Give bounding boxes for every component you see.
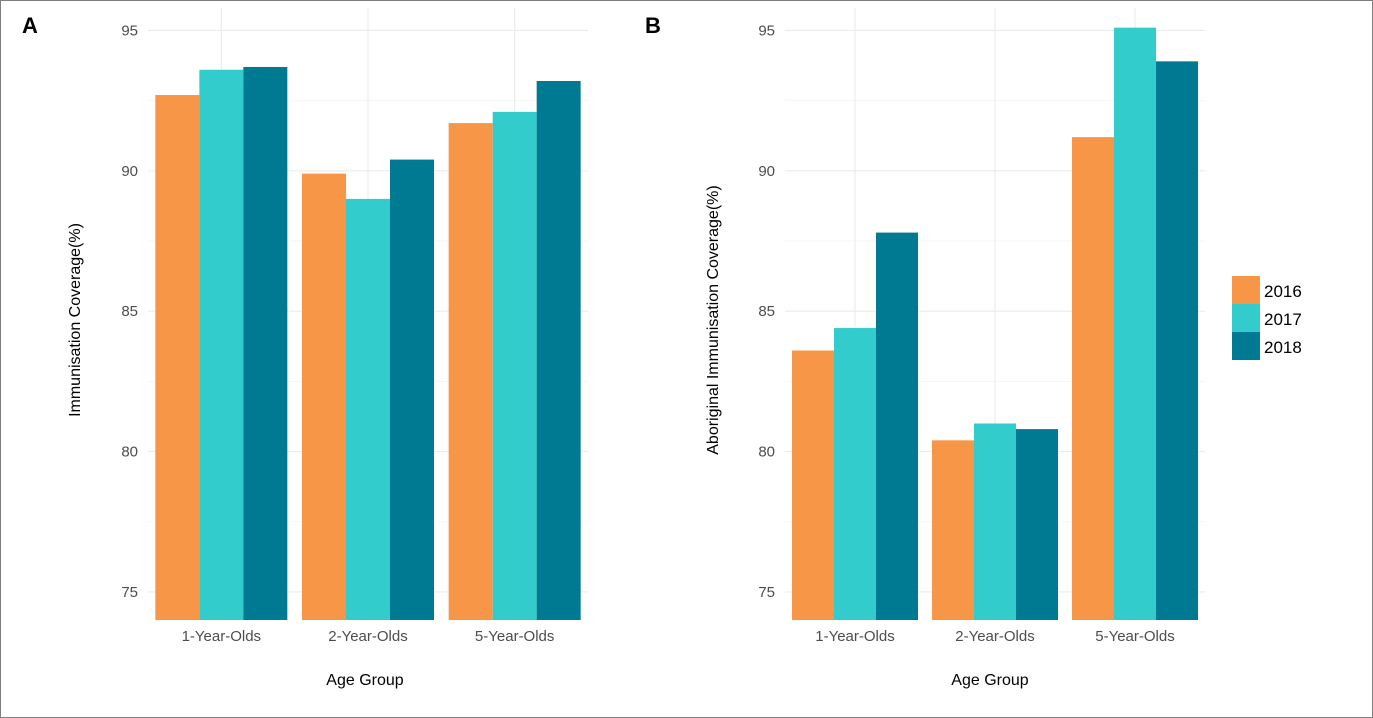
- x-tick-label: 5-Year-Olds: [475, 628, 554, 645]
- legend-swatch-2016: [1232, 276, 1260, 304]
- panel-label-a: A: [22, 13, 38, 38]
- bar-2016-5-year-olds: [1072, 137, 1114, 620]
- bar-2017-2-year-olds: [346, 198, 390, 620]
- bar-2017-5-year-olds: [492, 111, 537, 621]
- y-tick-label: 95: [121, 22, 138, 39]
- y-tick-label: 85: [121, 303, 138, 320]
- x-tick-label: 1-Year-Olds: [182, 628, 261, 645]
- panel-label-b: B: [645, 13, 661, 38]
- bar-2016-2-year-olds: [932, 440, 974, 620]
- panel-a: 75 80 85 90 95 1-Year-Olds 2-Year-Olds 5-Year-O…: [67, 8, 588, 689]
- x-tick-label: 2-Year-Olds: [955, 628, 1034, 645]
- legend: 2016 2017 2018: [1232, 276, 1302, 360]
- x-tick-label: 5-Year-Olds: [1095, 628, 1174, 645]
- y-tick-label: 80: [758, 444, 775, 461]
- x-tick-label: 1-Year-Olds: [815, 628, 894, 645]
- y-tick-label: 80: [121, 444, 138, 461]
- bar-2018-2-year-olds: [1016, 429, 1058, 620]
- y-tick-label: 85: [758, 303, 775, 320]
- bar-2017-2-year-olds: [974, 423, 1016, 620]
- bar-2016-5-year-olds: [448, 123, 493, 620]
- y-tick-label: 75: [121, 584, 138, 601]
- bar-2016-2-year-olds: [302, 173, 346, 620]
- bar-2018-5-year-olds: [536, 80, 581, 620]
- legend-swatch-2017: [1232, 304, 1260, 332]
- y-tick-label: 90: [758, 163, 775, 180]
- y-axis-title: Immunisation Coverage(%): [67, 223, 84, 417]
- bar-2018-1-year-olds: [243, 66, 288, 621]
- x-tick-label: 2-Year-Olds: [328, 628, 407, 645]
- x-axis-title: Age Group: [326, 672, 403, 689]
- bar-2017-5-year-olds: [1114, 27, 1156, 621]
- y-tick-label: 90: [121, 163, 138, 180]
- legend-label-2016: 2016: [1264, 282, 1302, 301]
- bar-2018-1-year-olds: [876, 232, 918, 620]
- bar-2018-2-year-olds: [390, 159, 434, 621]
- bar-2016-1-year-olds: [792, 350, 834, 620]
- panel-b: 75 80 85 90 95 1-Year-Olds 2-Year-Olds 5-Year-O…: [705, 8, 1205, 689]
- legend-label-2018: 2018: [1264, 338, 1302, 357]
- legend-label-2017: 2017: [1264, 310, 1302, 329]
- bar-2016-1-year-olds: [155, 95, 200, 620]
- y-tick-label: 75: [758, 584, 775, 601]
- bar-2017-1-year-olds: [834, 328, 876, 620]
- bar-2018-5-year-olds: [1156, 61, 1198, 620]
- y-axis-title: Aboriginal Immunisation Coverage(%): [705, 185, 722, 454]
- x-axis-title: Age Group: [951, 672, 1028, 689]
- bar-2017-1-year-olds: [199, 69, 244, 620]
- legend-swatch-2018: [1232, 332, 1260, 360]
- y-tick-label: 95: [758, 22, 775, 39]
